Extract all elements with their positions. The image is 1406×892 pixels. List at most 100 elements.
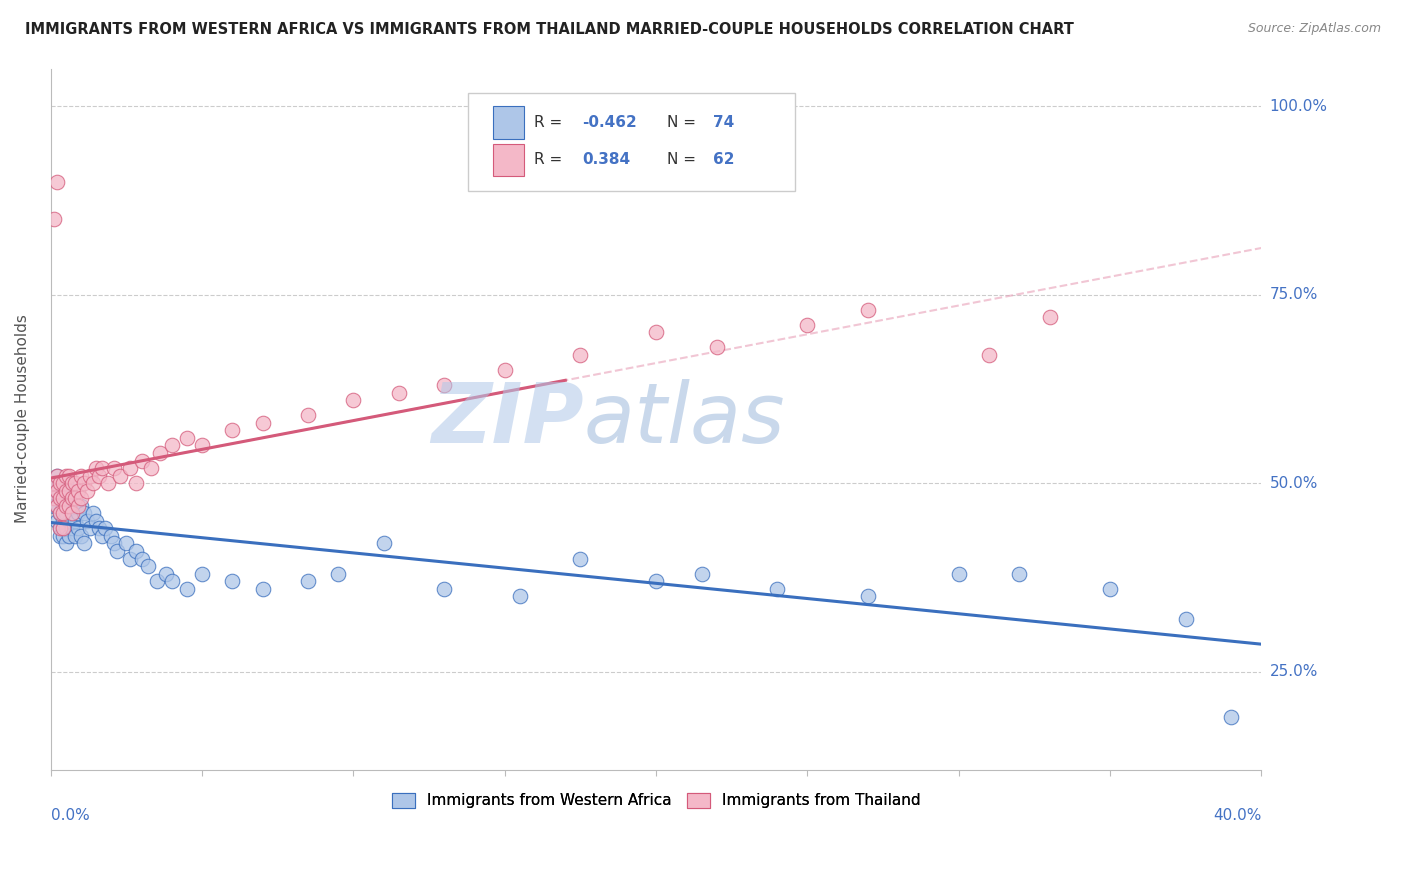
Point: [766, 582, 789, 596]
Point: [55, 536, 77, 550]
Point: [297, 574, 319, 588]
Point: [45, 483, 67, 498]
Point: [63, 476, 86, 491]
Point: [58, 499, 80, 513]
Point: [139, 461, 162, 475]
Point: [49, 506, 72, 520]
Point: [131, 453, 153, 467]
Point: [124, 476, 146, 491]
Text: N =: N =: [666, 115, 700, 130]
Text: 50.0%: 50.0%: [1270, 475, 1317, 491]
Point: [55, 483, 77, 498]
FancyBboxPatch shape: [468, 93, 796, 191]
Point: [73, 476, 96, 491]
Point: [52, 491, 75, 506]
Point: [45, 468, 67, 483]
Point: [131, 551, 153, 566]
Point: [79, 521, 101, 535]
Point: [84, 514, 107, 528]
Point: [690, 566, 713, 581]
Point: [49, 476, 72, 491]
Point: [67, 483, 90, 498]
Point: [107, 544, 129, 558]
Text: 100.0%: 100.0%: [1270, 99, 1327, 113]
Point: [52, 514, 75, 528]
Point: [70, 499, 93, 513]
Point: [58, 514, 80, 528]
Point: [645, 574, 668, 588]
Y-axis label: Married-couple Households: Married-couple Households: [15, 315, 30, 524]
Point: [45, 499, 67, 513]
Text: R =: R =: [534, 153, 567, 167]
Point: [342, 393, 364, 408]
Text: N =: N =: [666, 153, 700, 167]
Point: [67, 521, 90, 535]
Point: [58, 483, 80, 498]
Point: [115, 536, 138, 550]
Point: [103, 461, 125, 475]
Point: [63, 499, 86, 513]
Point: [176, 582, 198, 596]
Point: [55, 476, 77, 491]
Point: [67, 506, 90, 520]
Point: [49, 529, 72, 543]
Point: [160, 438, 183, 452]
Point: [494, 363, 516, 377]
Point: [433, 378, 456, 392]
Point: [569, 551, 592, 566]
Point: [110, 468, 132, 483]
Point: [58, 529, 80, 543]
Point: [977, 348, 1000, 362]
Point: [145, 574, 167, 588]
Point: [60, 521, 83, 535]
Point: [42, 212, 65, 227]
Point: [91, 529, 114, 543]
Point: [42, 491, 65, 506]
Point: [52, 506, 75, 520]
Legend: Immigrants from Western Africa, Immigrants from Thailand: Immigrants from Western Africa, Immigran…: [385, 787, 927, 814]
FancyBboxPatch shape: [492, 144, 524, 176]
Text: atlas: atlas: [583, 378, 785, 459]
Point: [63, 529, 86, 543]
Point: [45, 514, 67, 528]
Point: [70, 529, 93, 543]
Point: [76, 514, 98, 528]
Point: [252, 416, 274, 430]
Point: [52, 521, 75, 535]
Point: [45, 468, 67, 483]
Point: [49, 491, 72, 506]
Point: [60, 491, 83, 506]
Point: [42, 491, 65, 506]
Point: [73, 506, 96, 520]
Point: [118, 551, 141, 566]
Point: [63, 514, 86, 528]
Point: [45, 483, 67, 498]
Point: [160, 574, 183, 588]
Point: [1220, 710, 1243, 724]
Point: [856, 302, 879, 317]
Point: [1038, 310, 1060, 325]
Point: [58, 499, 80, 513]
Text: 0.384: 0.384: [582, 153, 630, 167]
Point: [155, 566, 177, 581]
Point: [52, 476, 75, 491]
Point: [118, 461, 141, 475]
Point: [45, 175, 67, 189]
Point: [100, 529, 122, 543]
Point: [89, 521, 111, 535]
Point: [103, 536, 125, 550]
Text: 25.0%: 25.0%: [1270, 664, 1317, 679]
Point: [79, 468, 101, 483]
Point: [42, 499, 65, 513]
Point: [124, 544, 146, 558]
FancyBboxPatch shape: [492, 106, 524, 138]
Point: [55, 468, 77, 483]
Point: [1174, 612, 1197, 626]
Point: [84, 461, 107, 475]
Point: [70, 468, 93, 483]
Point: [1008, 566, 1031, 581]
Point: [252, 582, 274, 596]
Point: [52, 529, 75, 543]
Text: 62: 62: [713, 153, 734, 167]
Point: [191, 566, 214, 581]
